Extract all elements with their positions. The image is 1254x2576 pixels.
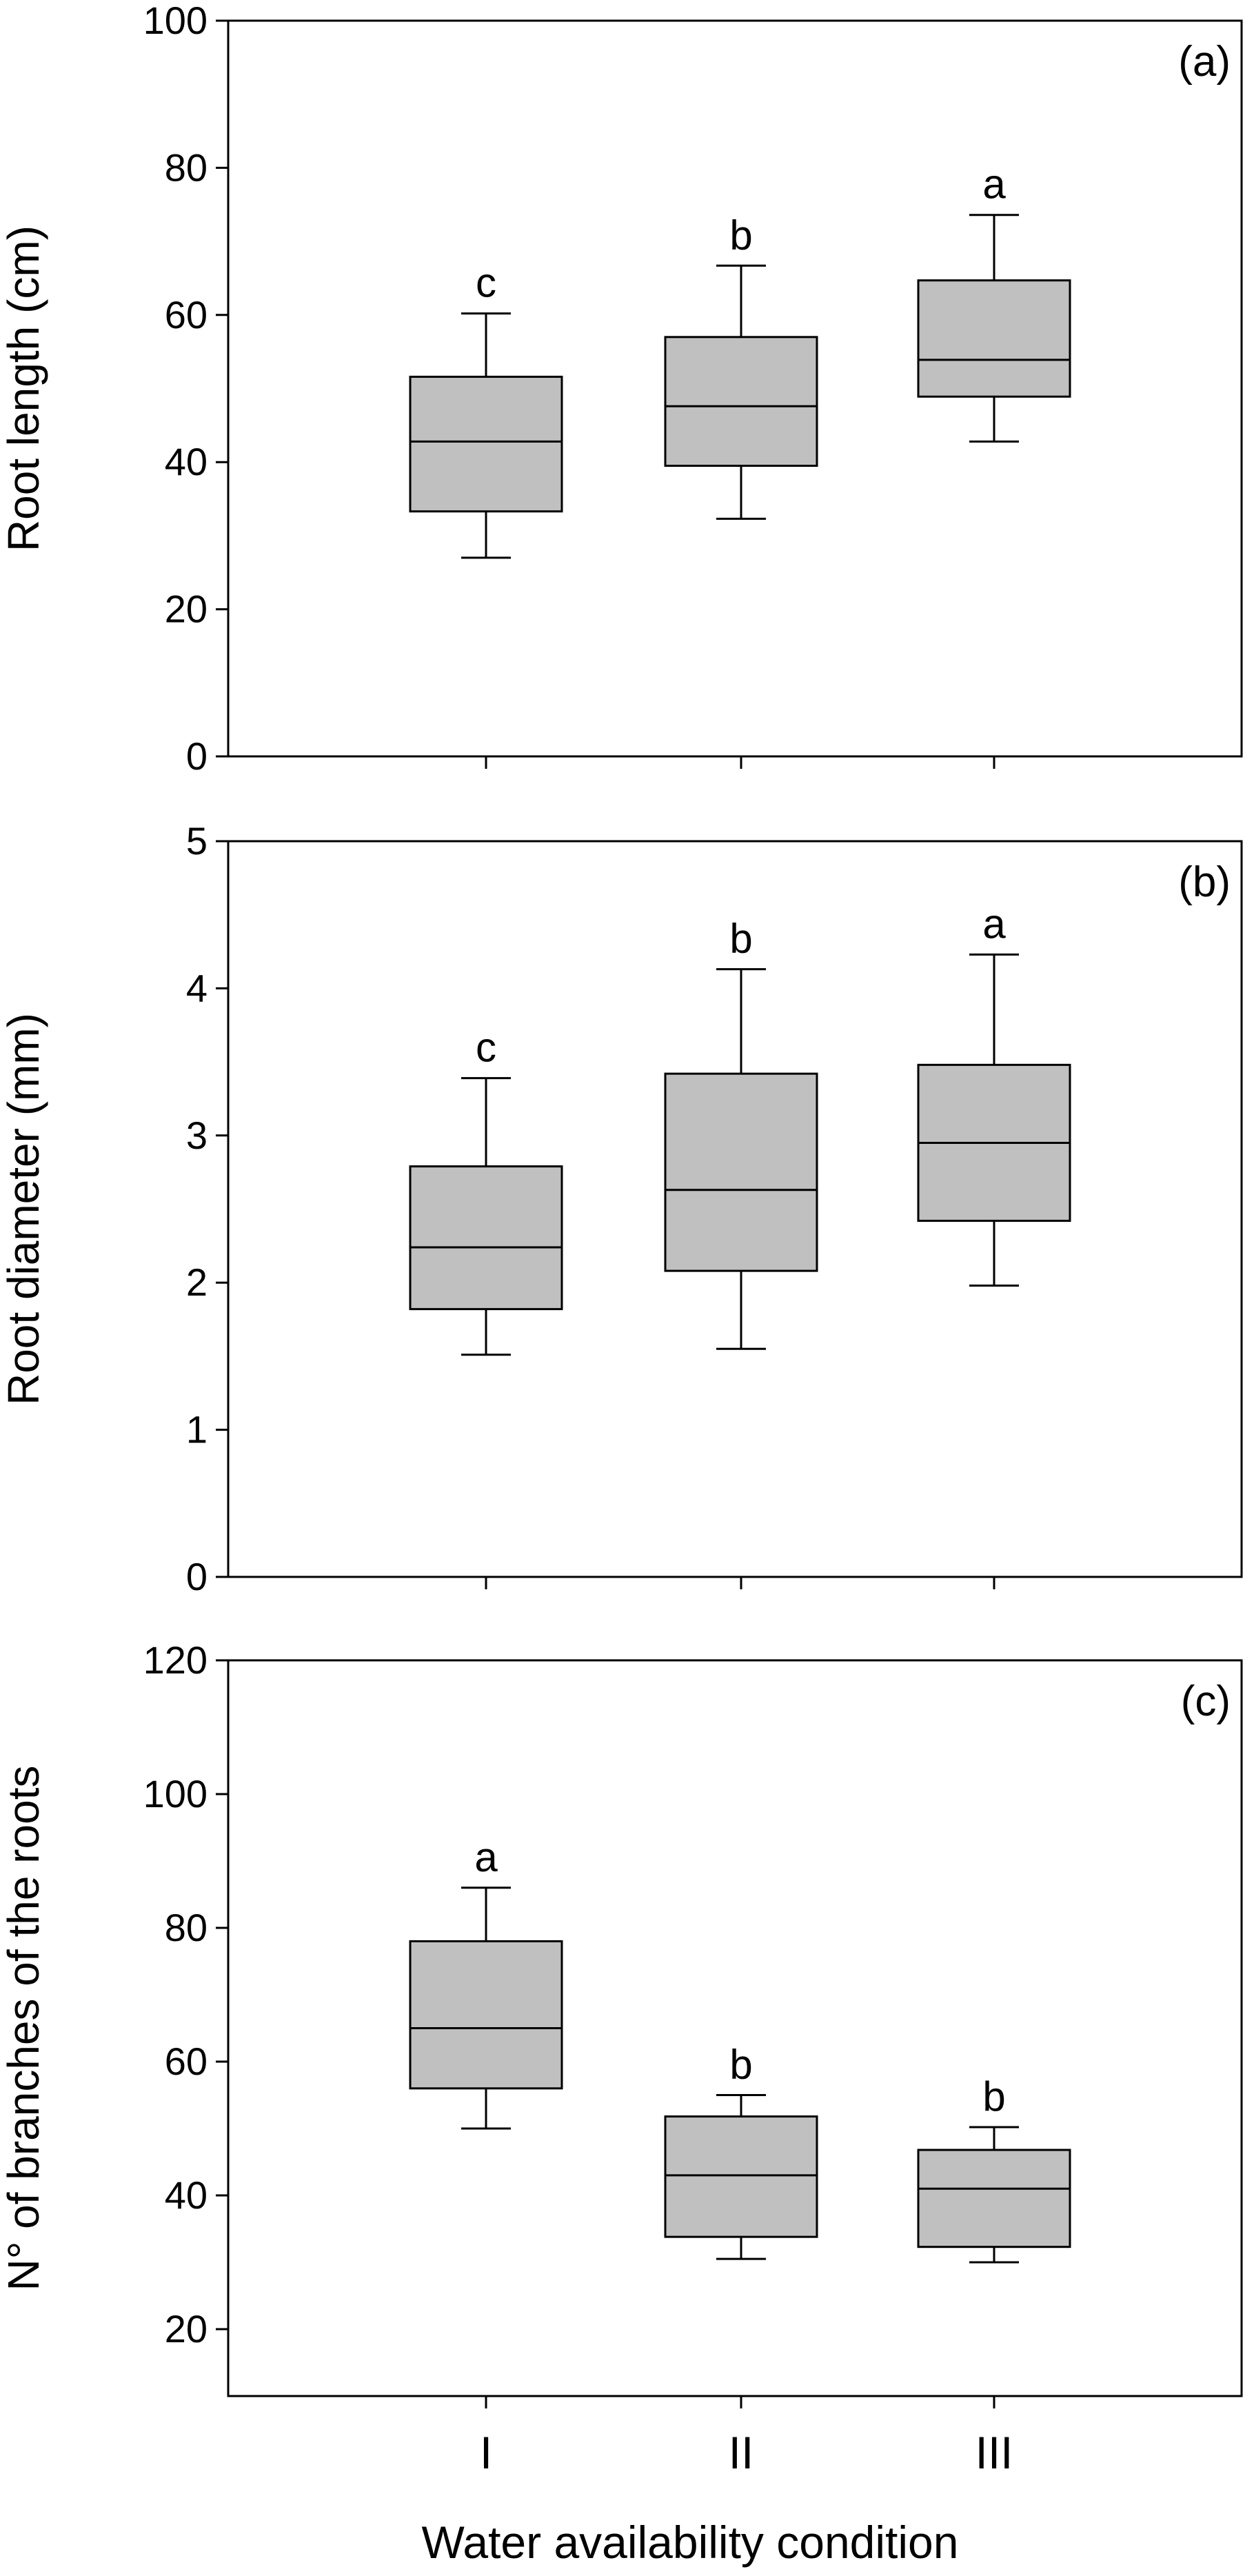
y-tick-label: 20: [165, 587, 208, 631]
plot-frame: [227, 1659, 1243, 2397]
plot-frame: [227, 19, 1243, 758]
y-tick-label: 40: [165, 440, 208, 483]
y-tick-label: 0: [186, 734, 208, 778]
y-tick-label: 20: [165, 2307, 208, 2351]
y-tick-label: 40: [165, 2173, 208, 2217]
box-I: c: [409, 1025, 563, 1356]
significance-letter: a: [982, 161, 1006, 208]
box-II: b: [664, 212, 818, 520]
panel-b: 0 1 2 3 4 5 Root diameter (mm) (b) c b a: [0, 819, 1243, 1598]
y-tick-label: 3: [186, 1114, 208, 1157]
panel-a: 0 20 40 60 80 100 Root length (cm) (a) c b a: [0, 0, 1243, 778]
iqr-box: [664, 2115, 818, 2238]
significance-letter: b: [729, 2042, 752, 2088]
x-tick-label: III: [975, 2427, 1013, 2478]
panel-label: (a): [1178, 38, 1231, 85]
iqr-box: [409, 1165, 563, 1311]
box-I: c: [409, 260, 563, 559]
significance-letter: c: [476, 260, 496, 306]
y-axis-title: Root length (cm): [0, 225, 48, 552]
significance-letter: a: [474, 1834, 498, 1880]
y-axis-title: N° of branches of the roots: [0, 1766, 48, 2291]
y-tick-label: 100: [143, 0, 208, 42]
y-tick-label: 80: [165, 145, 208, 189]
box-I: a: [409, 1834, 563, 2130]
y-tick-label: 4: [186, 966, 208, 1009]
y-tick-label: 1: [186, 1408, 208, 1451]
iqr-box: [917, 2149, 1071, 2248]
significance-letter: b: [729, 212, 752, 258]
significance-letter: a: [982, 900, 1006, 947]
box-III: a: [917, 161, 1071, 443]
x-tick-label: II: [729, 2427, 754, 2478]
significance-letter: b: [982, 2073, 1005, 2120]
iqr-box: [664, 336, 818, 467]
panel-label: (c): [1181, 1678, 1231, 1725]
box-III: a: [917, 900, 1071, 1287]
y-tick-label: 60: [165, 2040, 208, 2083]
x-axis-title: Water availability condition: [422, 2517, 959, 2568]
iqr-box: [409, 375, 563, 513]
y-tick-label: 2: [186, 1260, 208, 1304]
y-tick-label: 5: [186, 819, 208, 863]
y-tick-label: 60: [165, 293, 208, 336]
y-tick-label: 0: [186, 1555, 208, 1598]
x-tick-label: I: [480, 2427, 492, 2478]
plot-frame: [227, 840, 1243, 1578]
box-II: b: [664, 916, 818, 1350]
iqr-box: [409, 1940, 563, 2090]
panel-label: (b): [1178, 858, 1231, 906]
panel-c: 20 40 60 80 100 120 N° of branches of the root…: [0, 1638, 1243, 2478]
y-axis-title: Root diameter (mm): [0, 1013, 48, 1405]
box-II: b: [664, 2042, 818, 2260]
y-tick-label: 80: [165, 1906, 208, 1949]
box-III: b: [917, 2073, 1071, 2264]
significance-letter: c: [476, 1025, 496, 1071]
iqr-box: [917, 279, 1071, 398]
iqr-box: [664, 1072, 818, 1272]
significance-letter: b: [729, 916, 752, 962]
y-tick-label: 100: [143, 1772, 208, 1815]
y-tick-label: 120: [143, 1638, 208, 1682]
